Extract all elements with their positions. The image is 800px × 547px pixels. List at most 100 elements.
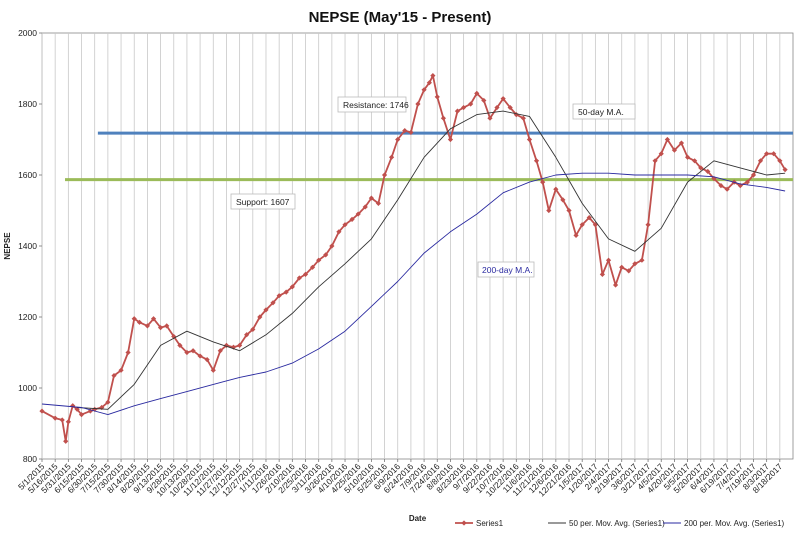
data-point [177,342,183,348]
data-point [204,357,210,363]
data-point [513,112,519,118]
data-point [362,204,368,210]
data-point [302,271,309,277]
data-point [744,179,750,185]
data-point [381,172,388,178]
data-point [329,243,335,249]
y-tick-label: 1800 [18,99,37,109]
data-point [296,275,302,281]
data-point [664,136,670,143]
data-point [718,183,724,189]
data-point [230,344,237,350]
data-point [533,158,540,164]
data-point [63,438,69,444]
data-point [737,183,743,189]
data-point [487,115,493,121]
y-axis-label: NEPSE [3,232,12,260]
data-point [421,87,427,93]
legend-label: 50 per. Mov. Avg. (Series1) [569,519,665,528]
ma50-annotation-box [572,103,636,120]
data-point [434,94,440,100]
data-point [454,108,461,114]
data-point [461,104,467,111]
data-point [78,412,85,418]
data-point [599,271,605,277]
data-point [65,419,71,425]
data-point [99,404,105,411]
data-point [447,136,454,143]
resistance-annotation: Resistance: 1746 [337,96,409,113]
data-point [59,417,65,423]
ma200-label: 200-day M.A. [482,265,533,275]
data-point [197,353,203,359]
data-point [692,158,698,164]
y-tick-label: 2000 [18,28,37,38]
data-point [500,96,506,102]
data-point [270,300,276,306]
data-point [184,349,190,356]
data-point [408,129,414,135]
legend-marker [461,520,467,526]
data-point [157,325,164,331]
data-point [402,128,408,134]
data-point [92,406,98,412]
data-point [481,97,487,104]
data-point [520,115,526,121]
legend-label: Series1 [476,519,504,528]
data-point [217,348,223,354]
data-point [250,326,256,333]
data-point [309,264,316,270]
y-tick-label: 1400 [18,241,37,251]
data-point [349,216,355,222]
data-point [289,284,295,290]
data-point [619,264,625,270]
data-point [39,408,45,414]
data-point [540,179,546,185]
data-point [750,172,757,178]
resistance-label: Resistance: 1746 [343,100,409,110]
y-tick-label: 800 [23,454,37,464]
data-point [210,367,216,373]
series-line-0 [41,74,786,443]
data-point [605,257,612,263]
reference-lines [65,131,793,182]
support-annotation-box [230,193,296,210]
data-point [698,165,704,171]
data-point [546,207,552,214]
data-point [131,316,137,322]
data-point [566,207,572,214]
legend: Series1 50 per. Mov. Avg. (Series1) 200 pe… [455,519,785,528]
data-point [652,158,658,164]
data-point [771,151,777,157]
annotations: Resistance: 1746 Support: 1607 50-day M.… [230,96,636,278]
support-annotation: Support: 1607 [230,193,296,210]
axes: 5/1/20155/16/20155/31/20156/15/20156/30/… [3,28,784,523]
data-point [507,104,513,111]
data-point [777,158,783,164]
data-point [323,252,329,258]
data-point [355,211,361,217]
data-point [671,147,678,153]
data-point [764,151,770,157]
data-point [388,154,395,160]
data-point [105,399,111,405]
data-point [579,222,585,228]
data-point [612,282,619,288]
y-tick-label: 1200 [18,312,37,322]
series-line-1 [77,110,786,410]
data-point [724,186,730,192]
data-point [678,140,685,146]
data-point [395,136,401,143]
ma200-annotation: 200-day M.A. [477,261,535,278]
data-point [639,257,645,263]
x-axis-label: Date [409,514,427,523]
data-point [164,323,170,329]
data-point [150,316,157,322]
legend-label: 200 per. Mov. Avg. (Series1) [684,519,785,528]
data-point [111,372,117,379]
data-point [283,289,289,295]
data-point [223,342,230,348]
data-point [474,90,480,96]
ma200-annotation-box [477,261,535,278]
